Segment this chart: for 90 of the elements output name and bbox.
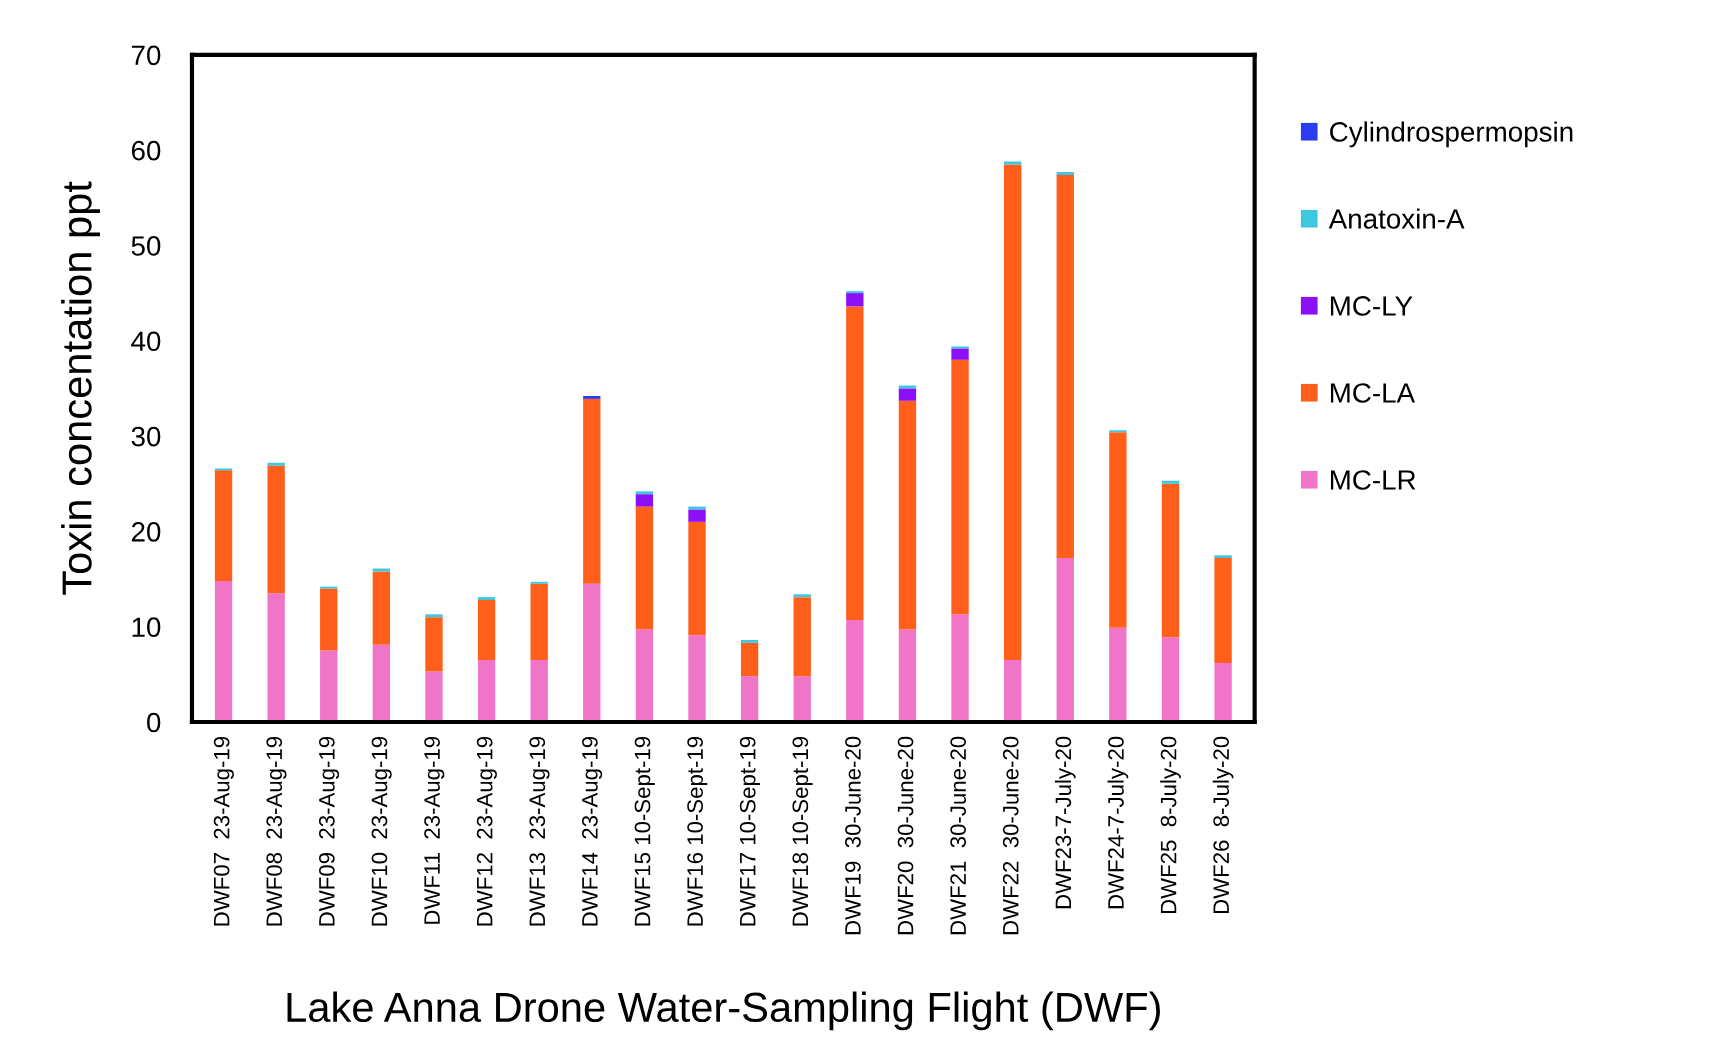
legend-label: Anatoxin-A — [1328, 208, 1465, 229]
bar — [1003, 660, 1022, 722]
bar — [898, 400, 917, 630]
bar — [267, 465, 285, 594]
bar — [583, 583, 601, 722]
x-tick-label: DWF25 8-July-20 — [1160, 736, 1181, 914]
x-tick-label: DWF15 10-Sept-19 — [634, 736, 655, 926]
bar — [793, 676, 811, 722]
y-tick-label: 40 — [131, 331, 161, 352]
bar — [214, 470, 233, 581]
x-tick-label: DWF13 23-Aug-19 — [529, 736, 550, 926]
x-tick-label: DWF08 23-Aug-19 — [266, 736, 287, 926]
bar — [425, 671, 443, 722]
bar — [372, 571, 391, 645]
y-tick-label: 70 — [131, 45, 161, 66]
bar — [740, 640, 759, 643]
bar — [635, 494, 654, 507]
y-axis-title: Toxin concentation ppt — [61, 181, 100, 595]
bar — [846, 620, 864, 722]
x-tick-label: DWF22 30-June-20 — [1002, 736, 1019, 935]
bar — [1109, 432, 1127, 628]
bar — [1056, 172, 1074, 175]
bar — [1109, 627, 1127, 722]
bar — [793, 597, 811, 677]
x-tick-label: DWF24-7-July-20 — [1107, 736, 1129, 909]
bar — [846, 306, 864, 621]
y-tick-label: 0 — [147, 712, 161, 733]
bar — [688, 509, 706, 522]
bar — [1214, 558, 1232, 663]
x-tick-label: DWF26 8-July-20 — [1212, 736, 1234, 914]
bar — [1056, 174, 1074, 559]
bar — [1161, 637, 1180, 722]
y-tick-label: 30 — [131, 426, 161, 447]
x-axis-title: Lake Anna Drone Water-Sampling Flight (DWF) — [287, 991, 1160, 1031]
bar — [267, 462, 285, 466]
y-tick-label: 60 — [131, 140, 161, 161]
bar — [793, 594, 811, 598]
y-tick-label: 10 — [132, 617, 161, 638]
bar — [635, 629, 654, 722]
legend-label: MC-LA — [1330, 383, 1416, 403]
bar — [951, 359, 969, 615]
bar — [320, 650, 338, 722]
bar — [951, 614, 969, 722]
x-tick-label: DWF14 23-Aug-19 — [582, 736, 603, 926]
bar — [898, 629, 917, 722]
x-tick-label: DWF10 23-Aug-19 — [371, 736, 392, 926]
x-tick-label: DWF23-7-July-20 — [1054, 736, 1076, 909]
x-tick-label: DWF19 30-June-20 — [845, 736, 861, 935]
bar — [320, 588, 338, 651]
bar — [530, 660, 548, 722]
bar — [898, 388, 917, 401]
bar — [477, 597, 496, 600]
bar — [635, 491, 654, 495]
bar — [425, 614, 443, 618]
bar — [214, 580, 233, 722]
x-tick-label: DWF16 10-Sept-19 — [687, 736, 708, 926]
bar — [740, 642, 759, 677]
legend-label: MC-LR — [1330, 470, 1416, 490]
bar — [267, 593, 285, 722]
x-tick-label: DWF21 30-June-20 — [950, 736, 967, 935]
legend-label: Cylindrospermopsin — [1330, 121, 1573, 148]
bar — [1214, 662, 1232, 722]
legend-label: MC-LY — [1330, 296, 1413, 316]
bar — [1056, 558, 1074, 722]
x-tick-label: DWF17 10-Sept-19 — [739, 736, 760, 926]
y-tick-label: 50 — [131, 236, 161, 256]
bar — [477, 660, 496, 722]
bar — [1161, 480, 1180, 484]
bar — [688, 521, 706, 636]
bar — [372, 644, 391, 722]
bar — [1161, 483, 1180, 638]
bar — [635, 506, 654, 630]
bar — [688, 635, 706, 722]
bar — [846, 293, 864, 307]
bar — [583, 396, 601, 399]
x-tick-label: DWF09 23-Aug-19 — [318, 736, 340, 926]
bar — [425, 617, 443, 672]
x-tick-label: DWF11 23-Aug-19 — [424, 736, 445, 924]
x-tick-label: DWF20 30-June-20 — [897, 736, 914, 935]
bar — [530, 583, 548, 661]
bar — [1003, 164, 1022, 661]
bar — [740, 676, 759, 722]
x-tick-label: DWF07 23-Aug-19 — [213, 736, 234, 926]
bar — [951, 348, 969, 360]
x-tick-label: DWF12 23-Aug-19 — [476, 736, 497, 926]
bar — [477, 599, 496, 661]
bar — [583, 398, 601, 584]
y-tick-label: 20 — [131, 522, 161, 542]
x-tick-label: DWF18 10-Sept-19 — [792, 736, 813, 926]
bar — [1214, 555, 1232, 559]
